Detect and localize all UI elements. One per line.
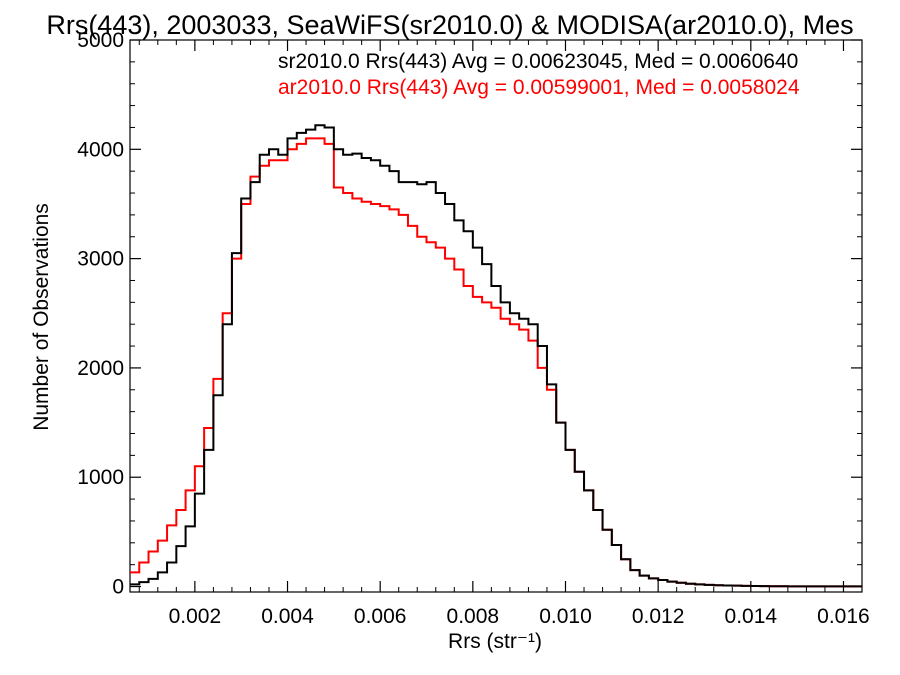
x-axis-label: Rrs (str⁻¹) (448, 630, 542, 653)
x-tick-label: 0.006 (354, 605, 407, 628)
y-tick-label: 0 (112, 576, 124, 599)
y-tick-label: 1000 (77, 466, 124, 489)
legend-entry-ar2010-0: ar2010.0 Rrs(443) Avg = 0.00599001, Med … (278, 76, 800, 99)
x-tick-label: 0.002 (169, 605, 222, 628)
x-axis-tick-labels: 0.002 0.004 0.006 0.008 0.010 0.012 0.014 0.016 (169, 605, 870, 628)
x-tick-label: 0.010 (539, 605, 592, 628)
x-tick-label: 0.014 (725, 605, 778, 628)
series-lines (130, 124, 862, 588)
y-axis-tick-labels: 0 1000 2000 3000 4000 5000 (77, 29, 124, 599)
x-tick-label: 0.016 (817, 605, 870, 628)
y-tick-label: 3000 (77, 248, 124, 271)
plot-frame (129, 39, 863, 593)
y-tick-label: 2000 (77, 357, 124, 380)
x-tick-label: 0.004 (261, 605, 314, 628)
x-tick-label: 0.012 (632, 605, 685, 628)
y-axis-label: Number of Observations (30, 203, 53, 431)
y-tick-label: 5000 (77, 29, 124, 52)
legend: sr2010.0 Rrs(443) Avg = 0.00623045, Med … (278, 50, 800, 99)
chart-title: Rrs(443), 2003033, SeaWiFS(sr2010.0) & M… (46, 10, 853, 40)
legend-entry-sr2010-0: sr2010.0 Rrs(443) Avg = 0.00623045, Med … (278, 50, 798, 73)
y-axis-ticks (130, 39, 862, 588)
y-tick-label: 4000 (77, 138, 124, 161)
x-tick-label: 0.008 (447, 605, 500, 628)
series-line-sr2010-0 (130, 124, 862, 588)
